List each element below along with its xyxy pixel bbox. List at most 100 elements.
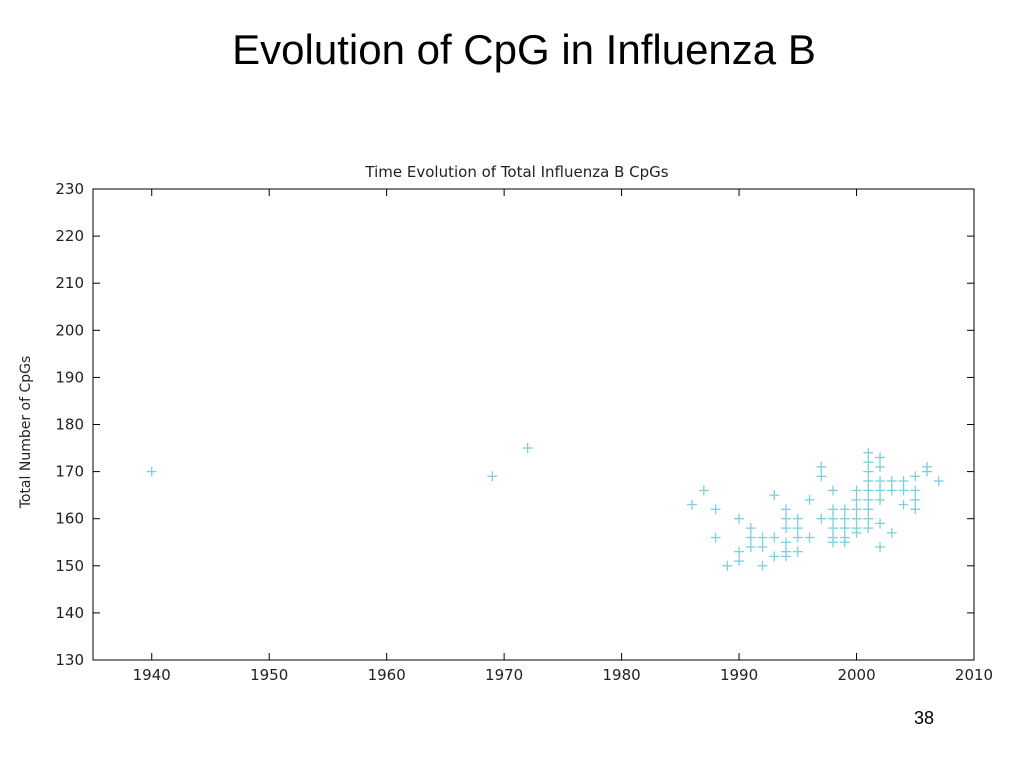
data-point — [886, 476, 897, 487]
y-tick-label: 180 — [55, 416, 84, 434]
data-point — [816, 471, 827, 482]
x-tick-label: 2000 — [837, 666, 875, 684]
y-tick-label: 150 — [55, 557, 84, 575]
plot-box — [92, 188, 975, 661]
data-point — [851, 494, 862, 505]
data-point — [922, 466, 933, 477]
data-point — [851, 504, 862, 515]
data-point — [875, 485, 886, 496]
data-point — [933, 476, 944, 487]
data-point — [146, 466, 157, 477]
data-point — [816, 513, 827, 524]
data-point — [734, 546, 745, 557]
data-point — [745, 523, 756, 534]
data-point — [769, 532, 780, 543]
data-point — [734, 556, 745, 567]
y-tick-label: 130 — [55, 651, 84, 669]
data-point — [698, 485, 709, 496]
y-tick-label: 210 — [55, 274, 84, 292]
data-point — [769, 551, 780, 562]
data-point — [875, 518, 886, 529]
data-point — [792, 523, 803, 534]
data-point — [886, 527, 897, 538]
data-point — [687, 499, 698, 510]
data-point — [839, 513, 850, 524]
data-point — [863, 523, 874, 534]
data-point — [781, 504, 792, 515]
y-tick-label: 230 — [55, 180, 84, 198]
data-point — [792, 546, 803, 557]
data-point — [522, 443, 533, 454]
x-tick-label: 2010 — [955, 666, 993, 684]
data-point — [757, 532, 768, 543]
data-point — [757, 541, 768, 552]
data-point — [722, 560, 733, 571]
data-point — [745, 541, 756, 552]
data-point — [875, 461, 886, 472]
data-point — [734, 513, 745, 524]
data-point — [863, 457, 874, 468]
data-point — [816, 461, 827, 472]
axis-ticks: 1940 1950 1960 1970 1980 1990 2000 2010 130 140 15… — [55, 180, 993, 684]
data-point — [863, 476, 874, 487]
data-point — [875, 476, 886, 487]
data-points — [146, 443, 944, 571]
x-tick-label: 1960 — [368, 666, 406, 684]
chart-title: Time Evolution of Total Influenza B CpGs — [364, 163, 668, 181]
plot-frame — [92, 188, 975, 661]
data-point — [487, 471, 498, 482]
data-point — [792, 532, 803, 543]
y-tick-label: 160 — [55, 510, 84, 528]
data-point — [757, 560, 768, 571]
data-point — [910, 494, 921, 505]
data-point — [863, 513, 874, 524]
y-axis-label: Total Number of CpGs — [18, 356, 34, 510]
data-point — [863, 494, 874, 505]
data-point — [910, 471, 921, 482]
data-point — [851, 485, 862, 496]
x-tick-label: 1990 — [720, 666, 758, 684]
data-point — [781, 537, 792, 548]
data-point — [863, 466, 874, 477]
data-point — [745, 532, 756, 543]
data-point — [886, 485, 897, 496]
data-point — [828, 485, 839, 496]
x-tick-label: 1970 — [485, 666, 523, 684]
data-point — [769, 490, 780, 501]
x-tick-label: 1950 — [250, 666, 288, 684]
data-point — [828, 513, 839, 524]
data-point — [875, 541, 886, 552]
data-point — [839, 504, 850, 515]
page-number: 38 — [914, 708, 935, 728]
data-point — [910, 485, 921, 496]
data-point — [781, 551, 792, 562]
data-point — [851, 527, 862, 538]
data-point — [863, 447, 874, 458]
y-tick-label: 170 — [55, 463, 84, 481]
data-point — [792, 513, 803, 524]
data-point — [898, 476, 909, 487]
data-point — [828, 504, 839, 515]
data-point — [804, 532, 815, 543]
data-point — [910, 504, 921, 515]
data-point — [839, 523, 850, 534]
y-tick-label: 220 — [55, 227, 84, 245]
data-point — [804, 494, 815, 505]
y-tick-label: 200 — [55, 321, 84, 339]
y-tick-label: 190 — [55, 368, 84, 386]
data-point — [863, 485, 874, 496]
data-point — [851, 513, 862, 524]
data-point — [828, 523, 839, 534]
y-tick-label: 140 — [55, 604, 84, 622]
data-point — [828, 537, 839, 548]
data-point — [898, 485, 909, 496]
data-point — [875, 452, 886, 463]
data-point — [875, 494, 886, 505]
data-point — [863, 504, 874, 515]
data-point — [781, 523, 792, 534]
data-point — [710, 504, 721, 515]
x-tick-label: 1980 — [603, 666, 641, 684]
x-tick-label: 1940 — [133, 666, 171, 684]
data-point — [839, 537, 850, 548]
